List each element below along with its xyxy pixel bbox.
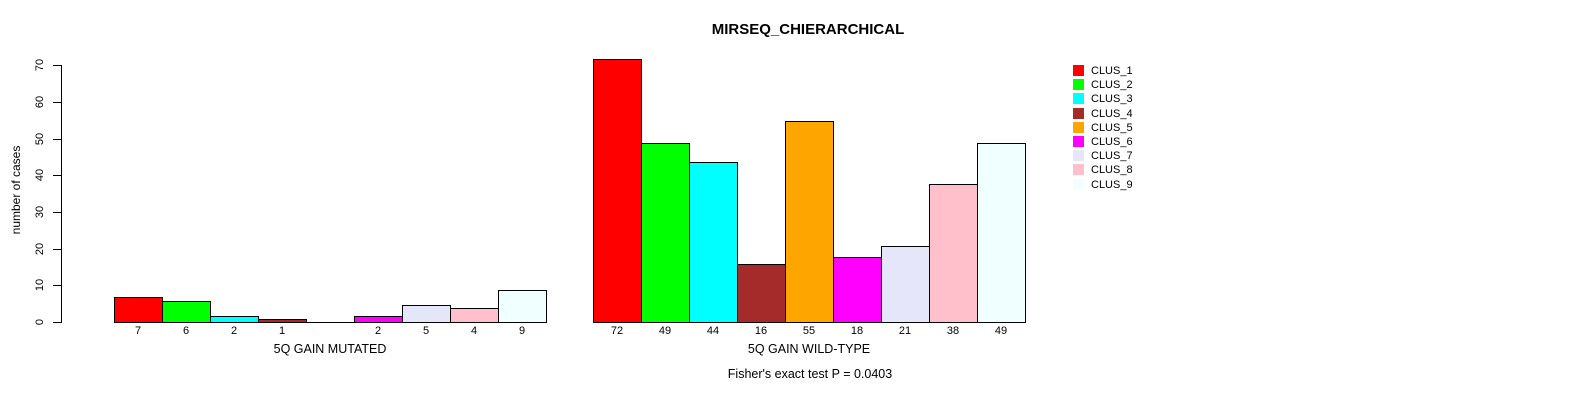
legend-item-label: CLUS_2 — [1091, 79, 1133, 91]
bar-value-label: 18 — [850, 325, 864, 337]
legend-swatch-clus_8 — [1073, 164, 1084, 175]
legend-swatch-clus_6 — [1073, 136, 1084, 147]
y-tick-label: 30 — [34, 205, 46, 219]
bar-value-label: 1 — [278, 325, 286, 337]
bar-clus_2-group1 — [162, 301, 211, 323]
bar-value-label: 6 — [182, 325, 190, 337]
legend-swatch-clus_3 — [1073, 93, 1084, 104]
bar-value-label: 9 — [518, 325, 526, 337]
bar-value-label: 5 — [422, 325, 430, 337]
x-axis-group-label-wildtype: 5Q GAIN WILD-TYPE — [747, 342, 871, 356]
y-tick-label: 70 — [34, 58, 46, 72]
bar-value-label: 55 — [802, 325, 816, 337]
y-tick-label: 0 — [34, 318, 46, 326]
bar-clus_1-group1 — [114, 297, 163, 323]
legend-item-label: CLUS_1 — [1091, 65, 1133, 77]
bar-value-label: 44 — [706, 325, 720, 337]
y-tick-label: 20 — [34, 242, 46, 256]
legend-swatch-clus_2 — [1073, 79, 1084, 90]
bar-value-label: 2 — [230, 325, 238, 337]
legend-swatch-clus_5 — [1073, 122, 1084, 133]
legend-item-label: CLUS_5 — [1091, 122, 1133, 134]
legend-swatch-clus_9 — [1073, 179, 1084, 190]
y-axis-line — [61, 65, 62, 323]
bar-value-label: 21 — [898, 325, 912, 337]
legend-item-label: CLUS_8 — [1091, 164, 1133, 176]
y-tick-mark — [53, 65, 61, 66]
y-tick-mark — [53, 212, 61, 213]
bar-clus_8-group2 — [929, 184, 978, 323]
y-tick-mark — [53, 139, 61, 140]
chart-title: MIRSEQ_CHIERARCHICAL — [711, 21, 905, 38]
bar-clus_7-group1 — [402, 305, 451, 323]
bar-clus_6-group2 — [833, 257, 882, 323]
bar-clus_1-group2 — [593, 59, 642, 323]
bar-value-label: 38 — [946, 325, 960, 337]
bar-value-label: 4 — [470, 325, 478, 337]
bar-clus_4-group1 — [258, 319, 307, 323]
bar-clus_3-group2 — [689, 162, 738, 323]
y-tick-mark — [53, 102, 61, 103]
bar-value-label: 2 — [374, 325, 382, 337]
bar-value-label: 16 — [754, 325, 768, 337]
legend-item-label: CLUS_4 — [1091, 108, 1133, 120]
bar-value-label: 49 — [994, 325, 1008, 337]
bar-value-label: 7 — [134, 325, 142, 337]
legend-item-label: CLUS_9 — [1091, 179, 1133, 191]
x-axis-group-label-mutated: 5Q GAIN MUTATED — [273, 342, 387, 356]
legend-item-label: CLUS_6 — [1091, 136, 1133, 148]
y-tick-mark — [53, 249, 61, 250]
bar-clus_8-group1 — [450, 308, 499, 323]
fisher-test-annotation: Fisher's exact test P = 0.0403 — [727, 367, 893, 381]
legend-swatch-clus_1 — [1073, 65, 1084, 76]
bar-clus_9-group2 — [977, 143, 1026, 323]
legend-item-label: CLUS_3 — [1091, 93, 1133, 105]
bar-clus_5-group2 — [785, 121, 834, 323]
y-tick-mark — [53, 285, 61, 286]
legend-swatch-clus_7 — [1073, 150, 1084, 161]
bar-clus_3-group1 — [210, 316, 259, 323]
bar-value-label: 72 — [610, 325, 624, 337]
y-axis-label: number of cases — [9, 145, 23, 235]
bar-clus_7-group2 — [881, 246, 930, 323]
bar-value-label: 49 — [658, 325, 672, 337]
legend-swatch-clus_4 — [1073, 108, 1084, 119]
bar-clus_9-group1 — [498, 290, 547, 323]
y-tick-label: 40 — [34, 168, 46, 182]
bar-clus_5-group1-zero — [306, 322, 355, 323]
y-tick-label: 50 — [34, 132, 46, 146]
y-tick-mark — [53, 322, 61, 323]
bar-clus_2-group2 — [641, 143, 690, 323]
bar-clus_6-group1 — [354, 316, 403, 323]
y-tick-label: 60 — [34, 95, 46, 109]
legend-item-label: CLUS_7 — [1091, 150, 1133, 162]
y-tick-label: 10 — [34, 278, 46, 292]
bar-clus_4-group2 — [737, 264, 786, 323]
y-tick-mark — [53, 175, 61, 176]
